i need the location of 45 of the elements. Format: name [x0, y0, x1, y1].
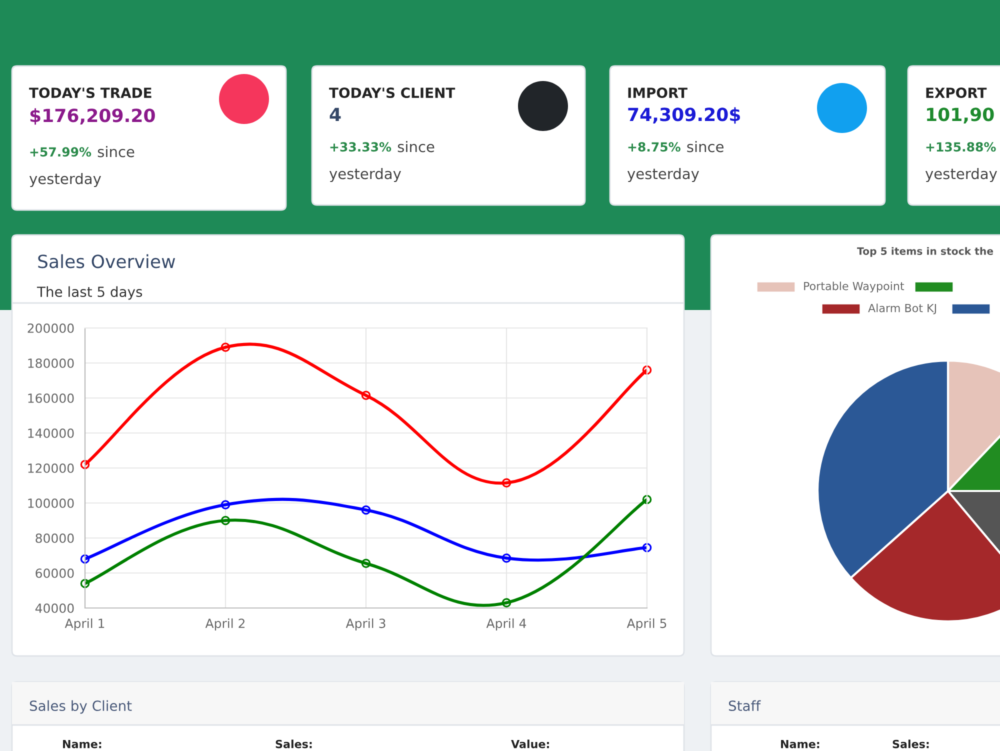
text: yesterday — [29, 172, 102, 188]
text: $176,209.20 — [30, 108, 155, 125]
text: +8.75% — [628, 142, 680, 152]
x-tick-label: April 3 — [346, 618, 386, 631]
chart-subtitle: The last 5 days — [36, 286, 142, 300]
text: since — [98, 146, 134, 158]
text: 101,90 — [927, 108, 994, 124]
text: TODAY'S CLIENT — [329, 88, 456, 98]
text: yesterday — [329, 168, 402, 182]
x-tick-label: April 1 — [64, 618, 104, 631]
legend-label: Portable Waypoint — [804, 282, 904, 292]
text: +135.88% — [926, 142, 996, 152]
x-tick-label: April 2 — [205, 618, 244, 631]
text: TODAY'S TRADE — [29, 88, 152, 98]
text: 74,309.20$ — [628, 107, 740, 124]
y-tick-label: 40000 — [35, 603, 74, 613]
text: +57.99% — [30, 147, 92, 157]
y-tick-label: 80000 — [36, 533, 74, 543]
x-tick-label: April 4 — [486, 618, 526, 631]
x-tick-label: April 5 — [626, 618, 666, 631]
text: 4 — [330, 108, 341, 121]
legend-label: Alarm Bot KJ — [868, 304, 936, 314]
text: IMPORT — [628, 88, 688, 98]
text: +33.33% — [330, 142, 392, 152]
y-tick-label: 100000 — [28, 498, 74, 508]
text: EXPORT — [926, 88, 987, 98]
y-tick-label: 160000 — [28, 393, 74, 403]
y-tick-label: 200000 — [28, 323, 74, 333]
text: Sales: — [892, 740, 929, 748]
y-tick-label: 60000 — [36, 568, 74, 578]
text: Name: — [781, 740, 820, 748]
chart-title: Sales Overview — [38, 254, 176, 268]
chart-title: Top 5 items in stock the — [857, 247, 994, 257]
text: yesterday — [627, 168, 700, 182]
text: since — [398, 140, 434, 152]
text: Value: — [511, 740, 549, 748]
text: Sales: — [276, 740, 312, 748]
y-tick-label: 120000 — [28, 463, 74, 473]
text: Staff — [728, 700, 761, 712]
text: yesterday — [925, 168, 998, 182]
text: since — [687, 140, 724, 152]
y-tick-label: 180000 — [28, 358, 74, 368]
y-tick-label: 140000 — [28, 428, 74, 438]
text: Sales by Client — [30, 700, 132, 714]
text: Name: — [63, 740, 102, 748]
